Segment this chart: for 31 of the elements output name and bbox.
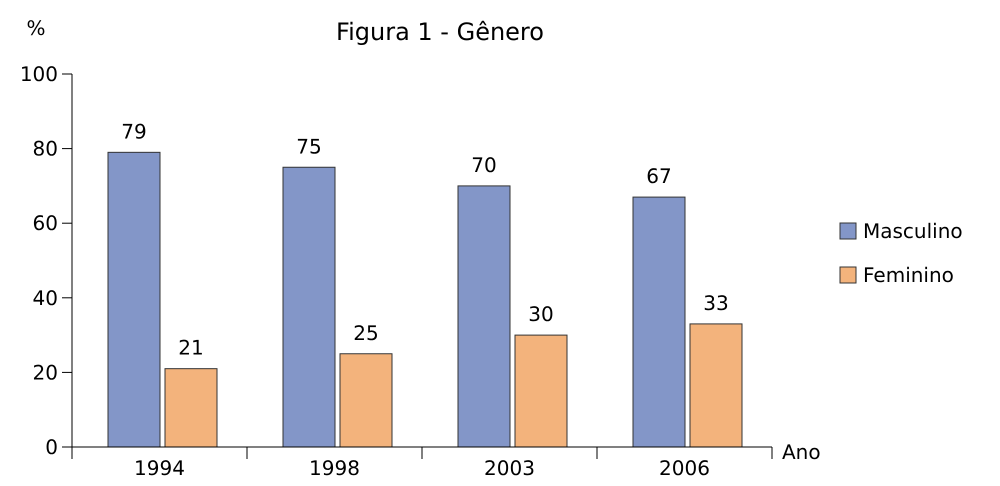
data-label: 79 [121, 119, 147, 144]
bar [632, 196, 686, 448]
bar [108, 152, 160, 448]
legend-label: Masculino [863, 219, 963, 243]
bar [690, 323, 742, 448]
x-tick-label: 1994 [134, 456, 185, 480]
y-tick-label: 100 [20, 62, 58, 86]
y-tick-label: 80 [32, 136, 58, 161]
bar [164, 368, 218, 448]
data-label: 33 [703, 290, 729, 315]
bar [514, 334, 568, 448]
y-tick-label: 40 [32, 286, 58, 310]
data-label: 21 [178, 336, 204, 360]
y-tick-label: 60 [32, 211, 58, 236]
data-label: 30 [528, 302, 554, 326]
data-label: 75 [296, 134, 322, 158]
data-label: 70 [471, 152, 497, 177]
data-label: 67 [646, 164, 672, 188]
chart-title: Figura 1 - Gênero [336, 18, 544, 46]
bar [458, 185, 510, 448]
x-tick-label: 2003 [484, 456, 535, 480]
bar [282, 166, 336, 448]
bar [340, 353, 392, 448]
x-tick-label: 1998 [309, 456, 360, 480]
y-tick-label: 20 [32, 360, 58, 384]
x-axis-title: Ano [782, 440, 821, 464]
x-tick-label: 2006 [659, 456, 710, 480]
y-tick-label: 0 [45, 435, 58, 459]
data-label: 25 [353, 320, 379, 345]
y-axis-title: % [26, 16, 46, 40]
legend-label: Feminino [863, 263, 954, 287]
